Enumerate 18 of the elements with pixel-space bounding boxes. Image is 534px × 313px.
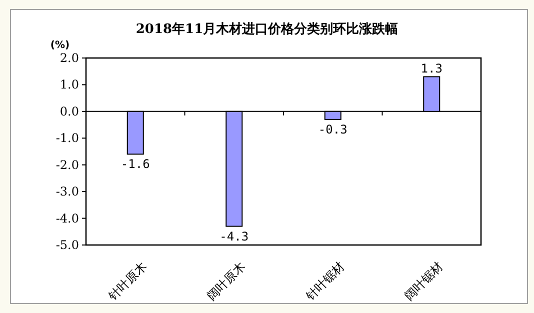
data-label: -1.6 xyxy=(120,157,150,172)
y-tick-label: -5.0 xyxy=(56,238,79,252)
data-label: -0.3 xyxy=(318,122,348,136)
x-tick-label: 针叶原木 xyxy=(104,259,150,304)
chart-title: 2018年11月木材进口价格分类别环比涨跌幅 xyxy=(136,22,398,37)
data-label: -4.3 xyxy=(220,229,249,244)
y-tick-label: 0.0 xyxy=(60,104,79,118)
y-axis-title: (%) xyxy=(50,40,70,51)
data-label: 1.3 xyxy=(420,62,442,76)
y-tick-label: -3.0 xyxy=(56,184,79,199)
x-tick-label: 阔叶原木 xyxy=(204,259,248,304)
y-tick-label: -4.0 xyxy=(56,211,79,226)
x-tick-label: 阔叶锯材 xyxy=(402,259,446,304)
y-tick-label: 1.0 xyxy=(60,78,79,92)
y-tick-label: 2.0 xyxy=(60,51,79,65)
y-tick-label: -2.0 xyxy=(56,158,79,172)
y-tick-label: -1.0 xyxy=(56,131,79,146)
x-tick-label: 针叶锯材 xyxy=(302,259,347,304)
